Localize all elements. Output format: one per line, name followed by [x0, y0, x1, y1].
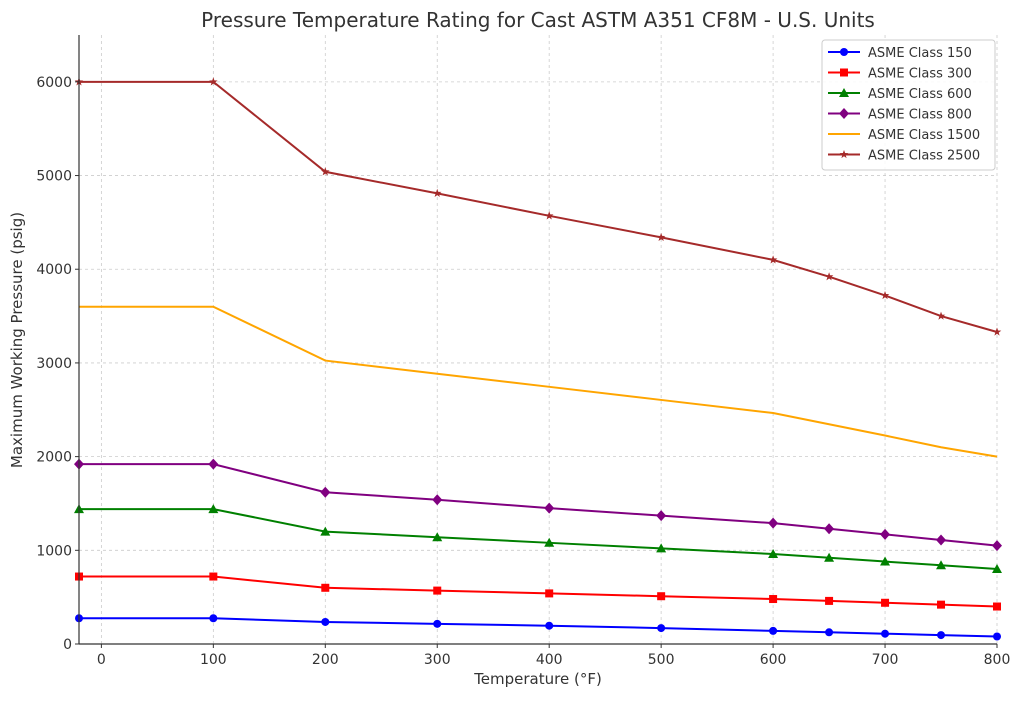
data-point — [769, 595, 778, 604]
data-point — [936, 534, 947, 546]
series-line — [79, 463, 998, 547]
data-point — [880, 556, 891, 566]
legend-label: ASME Class 800 — [868, 108, 972, 123]
data-point — [992, 327, 1002, 336]
data-point — [656, 510, 667, 522]
series-group — [74, 77, 1002, 641]
x-tick-label: 500 — [648, 652, 675, 668]
x-tick-label: 700 — [872, 652, 899, 668]
data-point — [320, 486, 331, 498]
data-point — [544, 537, 555, 547]
data-point — [657, 592, 666, 601]
legend-marker — [840, 48, 848, 56]
legend-label: ASME Class 600 — [868, 87, 972, 102]
series-asme-class-300 — [75, 572, 1001, 611]
x-tick-label: 600 — [760, 652, 787, 668]
data-point — [993, 632, 1001, 641]
series-asme-class-600 — [74, 504, 1002, 574]
x-tick-label: 100 — [200, 652, 227, 668]
legend-marker — [839, 88, 849, 97]
data-point — [880, 528, 891, 540]
data-point — [992, 540, 1002, 552]
data-point — [209, 572, 218, 581]
data-point — [937, 600, 946, 609]
series-asme-class-1500 — [79, 305, 998, 458]
y-tick-label: 4000 — [36, 262, 72, 278]
data-point — [937, 631, 946, 640]
legend-marker — [839, 108, 849, 119]
grid — [79, 35, 998, 645]
data-point — [208, 458, 219, 470]
data-point — [544, 502, 555, 514]
y-axis-label: Maximum Working Pressure (psig) — [8, 212, 26, 468]
data-point — [321, 583, 330, 592]
data-point — [769, 626, 778, 635]
legend-label: ASME Class 300 — [868, 67, 972, 82]
data-point — [321, 617, 330, 626]
data-point — [993, 602, 1001, 611]
data-point — [880, 291, 890, 300]
series-line — [79, 575, 998, 608]
legend-label: ASME Class 1500 — [868, 128, 980, 143]
data-point — [881, 629, 890, 638]
data-point — [936, 311, 946, 320]
data-point — [824, 523, 835, 535]
legend-marker — [839, 150, 849, 159]
series-line — [79, 617, 998, 638]
data-point — [209, 77, 218, 86]
data-point — [208, 504, 219, 514]
data-point — [768, 255, 778, 264]
y-tick-label: 2000 — [36, 450, 72, 466]
data-point — [656, 543, 667, 553]
data-point — [825, 628, 834, 637]
legend: ASME Class 150 ASME Class 300 ASME Class 6… — [821, 39, 996, 171]
data-point — [656, 232, 666, 241]
data-point — [936, 560, 947, 570]
y-tick-label: 1000 — [36, 543, 72, 559]
data-point — [209, 614, 218, 623]
legend-box — [821, 39, 996, 171]
tick-labels: 0 100 200 300 400 500 600 700 800 0 1000 2000 3000 40… — [36, 75, 1010, 668]
x-tick-label: 800 — [984, 652, 1011, 668]
y-tick-label: 0 — [63, 637, 72, 653]
data-point — [433, 619, 442, 628]
data-point — [992, 564, 1002, 574]
data-point — [881, 598, 890, 607]
series-asme-class-150 — [75, 614, 1001, 641]
data-point — [545, 621, 554, 630]
data-point — [768, 549, 779, 559]
x-tick-label: 400 — [536, 652, 563, 668]
y-tick-label: 5000 — [36, 169, 72, 185]
data-point — [433, 586, 442, 595]
data-point — [544, 211, 554, 220]
data-point — [432, 532, 443, 542]
data-point — [545, 589, 554, 598]
data-point — [433, 188, 442, 197]
x-tick-label: 300 — [424, 652, 451, 668]
legend-label: ASME Class 150 — [868, 46, 972, 61]
data-point — [657, 624, 666, 633]
legend-marker — [840, 68, 848, 77]
series-line — [79, 305, 998, 458]
series-asme-class-800 — [74, 458, 1002, 552]
x-tick-label: 200 — [312, 652, 339, 668]
x-axis-label: Temperature (°F) — [473, 670, 602, 688]
x-tick-label: 0 — [97, 652, 106, 668]
legend-label: ASME Class 2500 — [868, 149, 980, 164]
data-point — [825, 596, 834, 605]
chart-title: Pressure Temperature Rating for Cast AST… — [201, 8, 875, 32]
data-point — [768, 517, 779, 529]
data-point — [320, 526, 331, 536]
series-line — [79, 508, 998, 571]
data-point — [824, 552, 835, 562]
y-tick-label: 6000 — [36, 75, 72, 91]
data-point — [321, 167, 330, 176]
y-tick-label: 3000 — [36, 356, 72, 372]
data-point — [824, 272, 834, 281]
data-point — [432, 494, 443, 506]
